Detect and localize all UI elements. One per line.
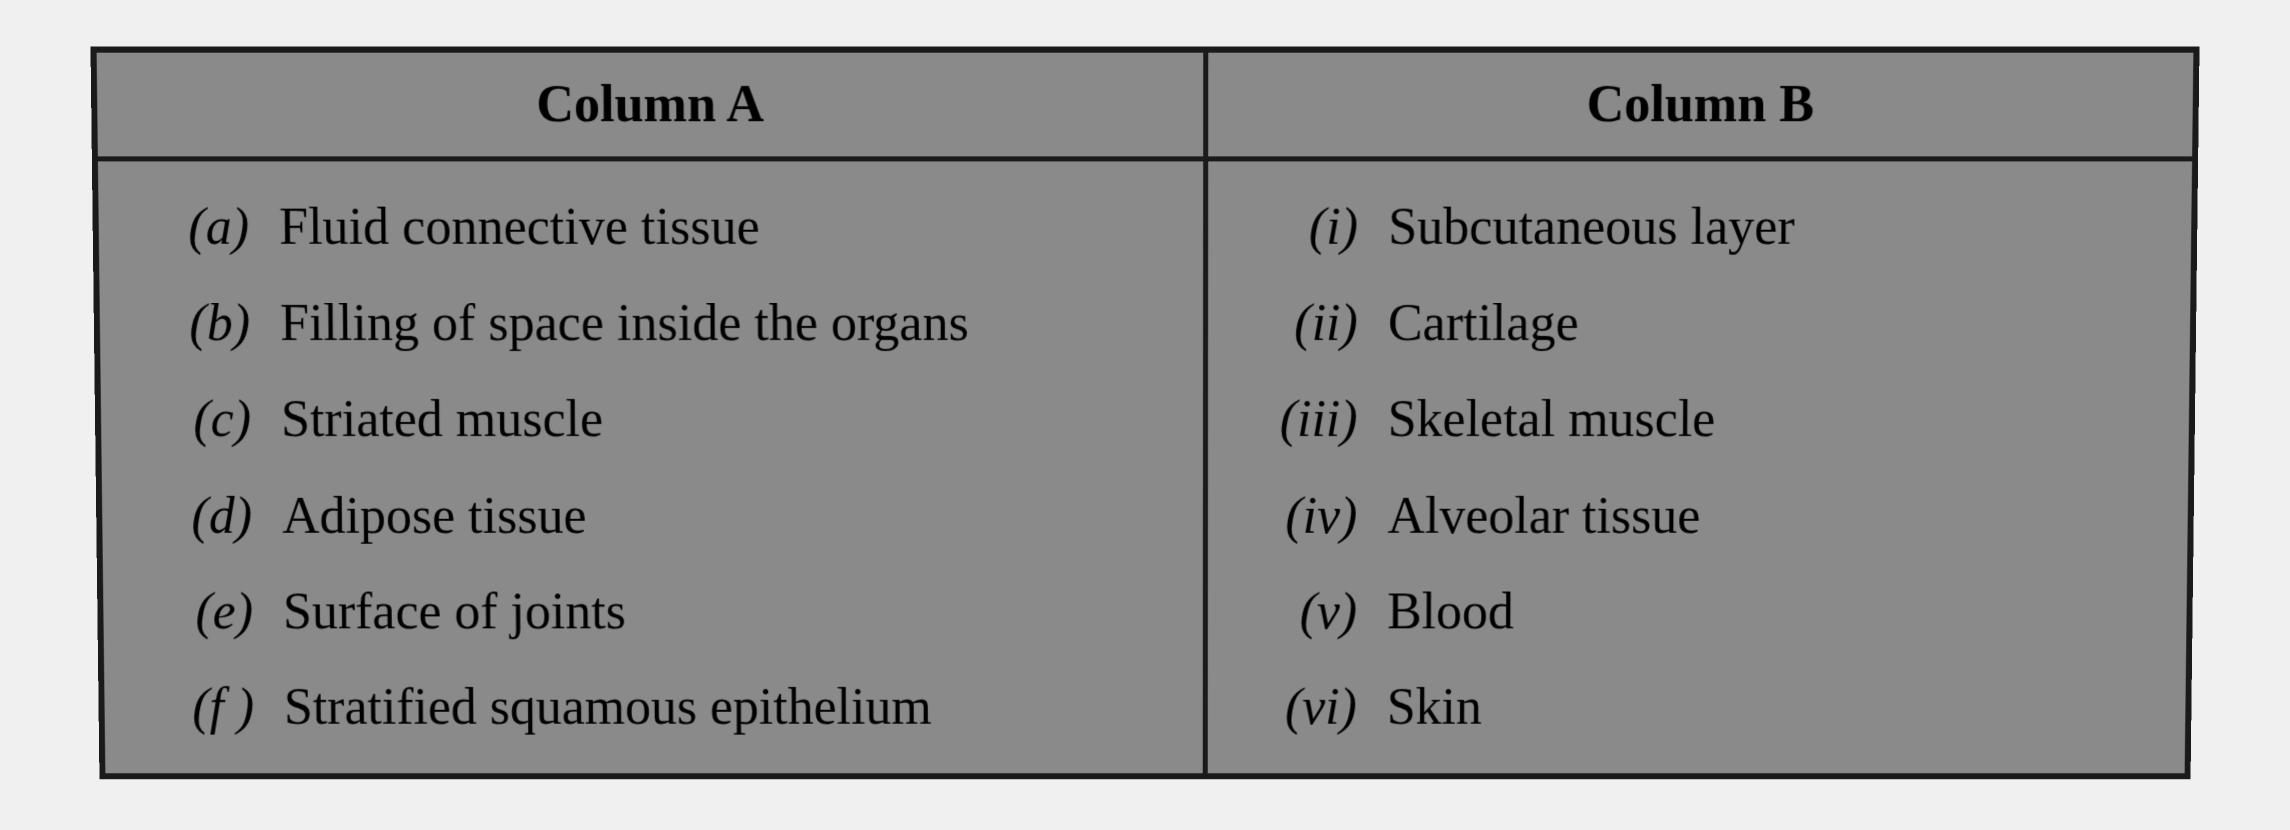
item-label: (c) (161, 373, 282, 469)
column-a-header: Column A (97, 53, 1208, 157)
item-text: Striated muscle (281, 373, 1143, 469)
list-item: (iii) Skeletal muscle (1268, 373, 2130, 469)
item-label: (iv) (1267, 469, 1387, 565)
table-body-row: (a) Fluid connective tissue (b) Filling … (98, 162, 2192, 774)
table-header-row: Column A Column B (97, 53, 2194, 162)
list-item: (v) Blood (1267, 565, 2127, 661)
item-label: (i) (1268, 180, 1388, 277)
list-item: (ii) Cartilage (1268, 276, 2131, 372)
column-a-list: (a) Fluid connective tissue (b) Filling … (158, 180, 1142, 756)
header-text-a: Column A (536, 75, 764, 134)
item-label: (vi) (1267, 661, 1387, 756)
column-b-body: (i) Subcutaneous layer (ii) Cartilage (i… (1207, 162, 2192, 774)
list-item: (iv) Alveolar tissue (1267, 469, 2128, 565)
column-a-body: (a) Fluid connective tissue (b) Filling … (98, 162, 1208, 774)
list-item: (a) Fluid connective tissue (158, 180, 1142, 277)
item-label: (iii) (1268, 373, 1388, 469)
list-item: (e) Surface of joints (163, 565, 1143, 661)
column-b-header: Column B (1208, 53, 2194, 157)
item-text: Fluid connective tissue (279, 180, 1143, 277)
item-label: (f ) (164, 661, 285, 756)
item-label: (e) (163, 565, 284, 661)
list-item: (vi) Skin (1267, 661, 2126, 756)
table-wrapper: Column A Column B (a) Fluid connective t… (95, 48, 2195, 781)
item-label: (d) (162, 469, 283, 565)
item-text: Adipose tissue (282, 469, 1143, 565)
item-text: Alveolar tissue (1387, 469, 2128, 565)
item-label: (v) (1267, 565, 1387, 661)
item-label: (a) (158, 180, 279, 277)
list-item: (c) Striated muscle (161, 373, 1143, 469)
item-text: Cartilage (1388, 276, 2131, 372)
column-b-list: (i) Subcutaneous layer (ii) Cartilage (i… (1267, 180, 2132, 756)
item-text: Stratified squamous epithelium (283, 661, 1142, 756)
header-text-b: Column B (1586, 75, 1814, 134)
list-item: (f ) Stratified squamous epithelium (164, 661, 1143, 756)
item-text: Blood (1387, 565, 2127, 661)
matching-table: Column A Column B (a) Fluid connective t… (91, 47, 2200, 780)
item-label: (b) (159, 276, 280, 372)
item-text: Skin (1387, 661, 2127, 756)
list-item: (i) Subcutaneous layer (1268, 180, 2132, 277)
list-item: (d) Adipose tissue (162, 469, 1143, 565)
item-text: Surface of joints (283, 565, 1143, 661)
item-text: Filling of space inside the organs (280, 276, 1143, 372)
item-text: Subcutaneous layer (1388, 180, 2132, 277)
list-item: (b) Filling of space inside the organs (159, 276, 1142, 372)
item-label: (ii) (1268, 276, 1388, 372)
item-text: Skeletal muscle (1387, 373, 2129, 469)
